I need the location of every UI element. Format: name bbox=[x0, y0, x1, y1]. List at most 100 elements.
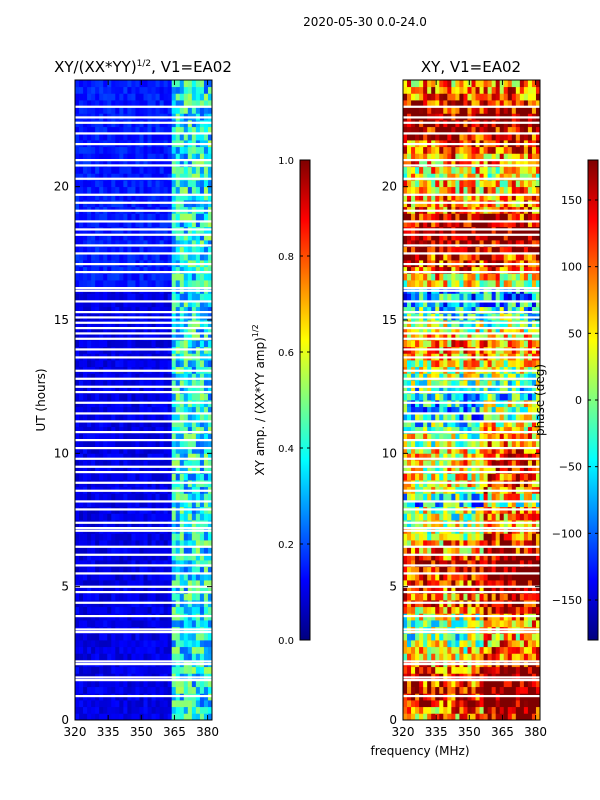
phase-cell bbox=[519, 493, 525, 501]
phase-cell bbox=[415, 573, 420, 581]
amplitude-cell bbox=[111, 386, 116, 394]
phase-cell bbox=[511, 440, 517, 448]
amplitude-cell bbox=[195, 266, 201, 274]
amplitude-cell bbox=[119, 106, 124, 114]
amplitude-cell bbox=[195, 373, 201, 381]
amplitude-cell bbox=[147, 560, 152, 568]
amplitude-cell bbox=[155, 386, 161, 394]
amplitude-cell bbox=[171, 106, 177, 114]
amplitude-cell bbox=[151, 293, 156, 301]
amplitude-cell bbox=[123, 220, 128, 228]
amplitude-cell bbox=[131, 333, 136, 341]
phase-cell bbox=[487, 646, 493, 654]
amplitude-cell bbox=[139, 153, 144, 161]
amplitude-cell bbox=[79, 280, 84, 288]
amplitude-cell bbox=[91, 180, 96, 188]
phase-cell bbox=[487, 473, 493, 481]
phase-cell bbox=[415, 513, 420, 521]
amplitude-cell bbox=[167, 533, 173, 541]
amplitude-cell bbox=[139, 460, 144, 468]
phase-cell bbox=[463, 566, 468, 574]
amplitude-blank-row bbox=[75, 465, 212, 468]
phase-cell bbox=[427, 433, 432, 441]
amplitude-cell bbox=[111, 433, 116, 441]
amplitude-cell bbox=[151, 593, 156, 601]
amplitude-blank-row bbox=[75, 300, 212, 303]
phase-cell bbox=[403, 440, 408, 448]
amplitude-cell bbox=[99, 293, 104, 301]
amplitude-blank-row bbox=[75, 356, 212, 359]
phase-cell bbox=[411, 446, 416, 454]
amplitude-cell bbox=[187, 240, 193, 248]
amplitude-cell bbox=[143, 160, 148, 168]
amplitude-cell bbox=[187, 100, 193, 108]
phase-cell bbox=[431, 700, 436, 708]
amplitude-cell bbox=[167, 500, 173, 508]
amplitude-blank-row bbox=[75, 401, 212, 404]
amplitude-cell bbox=[195, 253, 201, 261]
phase-cell bbox=[471, 513, 476, 521]
phase-cell bbox=[503, 446, 509, 454]
amplitude-cell bbox=[175, 633, 181, 641]
phase-cell bbox=[487, 706, 493, 714]
amplitude-cell bbox=[203, 160, 209, 168]
amplitude-cell bbox=[155, 186, 161, 194]
amplitude-cell bbox=[75, 293, 80, 301]
phase-cell bbox=[463, 700, 468, 708]
amplitude-cell bbox=[183, 546, 189, 554]
amplitude-cell bbox=[83, 306, 88, 314]
amplitude-cell bbox=[119, 533, 124, 541]
amplitude-cell bbox=[123, 646, 128, 654]
phase-cell bbox=[411, 553, 416, 561]
phase-cell bbox=[423, 553, 428, 561]
phase-cell bbox=[523, 420, 529, 428]
amplitude-cell bbox=[155, 426, 161, 434]
phase-cell bbox=[455, 646, 460, 654]
phase-cell bbox=[527, 573, 533, 581]
amplitude-blank-row bbox=[75, 263, 212, 266]
amplitude-cell bbox=[199, 100, 205, 108]
amplitude-cell bbox=[91, 220, 96, 228]
phase-cell bbox=[527, 453, 533, 461]
phase-cell bbox=[535, 473, 540, 481]
amplitude-cell bbox=[115, 633, 120, 641]
amplitude-cell bbox=[199, 466, 205, 474]
phase-cell bbox=[515, 413, 521, 421]
amplitude-cell bbox=[179, 493, 185, 501]
amplitude-cell bbox=[135, 146, 140, 154]
amplitude-cell bbox=[111, 193, 116, 201]
amplitude-cell bbox=[203, 166, 209, 174]
amplitude-cell bbox=[163, 280, 169, 288]
phase-cell bbox=[483, 513, 489, 521]
phase-cell bbox=[459, 406, 464, 414]
amplitude-cell bbox=[151, 280, 156, 288]
phase-cell bbox=[415, 473, 420, 481]
amplitude-cell bbox=[131, 566, 136, 574]
phase-cell bbox=[471, 500, 476, 508]
amplitude-cell bbox=[183, 166, 189, 174]
amplitude-cell bbox=[79, 126, 84, 134]
amplitude-cell bbox=[207, 146, 212, 154]
phase-cell bbox=[531, 653, 537, 661]
phase-cell bbox=[447, 493, 452, 501]
amplitude-cell bbox=[103, 646, 108, 654]
amplitude-cell bbox=[135, 213, 140, 221]
amplitude-cell bbox=[187, 146, 193, 154]
phase-cell bbox=[455, 440, 460, 448]
amplitude-cell bbox=[151, 706, 156, 714]
amplitude-cell bbox=[207, 293, 212, 301]
phase-cell bbox=[471, 653, 476, 661]
phase-cell bbox=[459, 700, 464, 708]
amplitude-cell bbox=[171, 573, 177, 581]
amplitude-cell bbox=[175, 166, 181, 174]
phase-cell bbox=[487, 580, 493, 588]
amplitude-cell bbox=[203, 360, 209, 368]
phase-cell bbox=[451, 593, 456, 601]
phase-cell bbox=[427, 493, 432, 501]
phase-cell bbox=[535, 413, 540, 421]
amplitude-cell bbox=[151, 466, 156, 474]
amplitude-cell bbox=[207, 100, 212, 108]
amplitude-cell bbox=[155, 100, 161, 108]
phase-cell bbox=[483, 700, 489, 708]
amplitude-cell bbox=[147, 146, 152, 154]
